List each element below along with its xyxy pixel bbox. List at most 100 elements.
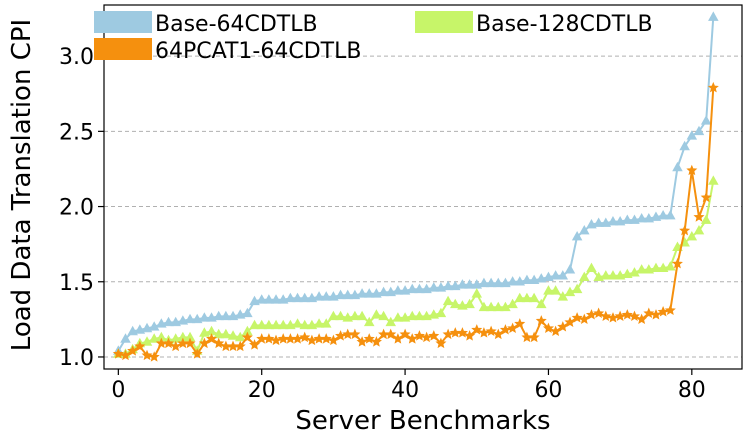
data-point [292,318,303,328]
data-point [492,328,504,340]
legend-label: Base-64CDTLB [155,12,318,37]
data-point [349,289,361,300]
data-point [521,292,533,303]
x-axis-label: Server Benchmarks [295,406,550,436]
data-point [421,331,433,343]
data-point [263,294,275,304]
data-point [213,337,225,349]
data-point [442,328,454,340]
data-point [349,328,361,340]
data-point [643,212,655,223]
data-point [636,264,647,274]
data-point [679,224,691,236]
data-point [586,218,597,229]
data-point [514,276,526,286]
data-point [643,307,655,319]
data-point [435,337,447,349]
data-point [499,324,511,335]
data-point [356,310,368,321]
data-point [600,310,612,322]
x-tick-label: 0 [111,378,125,403]
data-point [428,309,440,319]
data-point [277,319,289,330]
data-point [621,309,633,320]
y-tick-label: 2.5 [59,120,94,145]
data-point [428,330,440,341]
data-point [335,289,346,300]
data-point [299,292,310,303]
data-point [328,310,339,321]
data-point [586,262,597,273]
data-point [578,313,590,325]
legend-swatch [94,11,152,33]
data-point [593,307,605,319]
data-point [536,273,547,283]
data-point [363,333,375,344]
data-point [628,310,640,322]
data-point [120,349,132,361]
data-point [585,309,597,320]
data-point [399,285,411,295]
data-point [148,333,160,343]
data-point [471,288,483,298]
data-point [550,285,561,295]
data-point [328,291,339,301]
data-point [249,339,261,350]
data-point [299,319,310,330]
data-point [650,262,662,273]
data-point [528,274,540,285]
legend-swatch [415,11,473,33]
data-point [607,312,619,323]
y-tick-label: 1.5 [59,271,94,296]
data-point [428,282,440,292]
data-point [399,312,411,322]
data-point [242,307,253,318]
legend-label: 64PCAT1-64CDTLB [155,39,361,64]
data-point [564,316,576,328]
x-axis: 0 20 40 60 80 [111,369,706,403]
series-Base-64CDTLB [113,11,719,355]
data-point [392,312,404,322]
data-point [213,310,224,321]
data-point [320,333,332,344]
data-point [363,316,375,327]
data-point [241,331,253,343]
data-point [657,262,669,273]
data-point [134,324,146,334]
data-point [643,264,655,274]
data-point [435,282,447,292]
data-point [500,277,511,288]
data-point [127,345,139,356]
data-point [507,322,519,334]
grid-lines [104,55,742,358]
data-point [693,211,705,222]
data-point [600,217,612,227]
data-point [564,264,576,274]
data-point [600,270,612,280]
data-point [191,348,203,359]
data-point [220,328,232,339]
data-point [320,318,332,328]
data-point [234,309,246,319]
data-point [127,325,138,336]
data-point [184,337,196,349]
legend-item: Base-128CDTLB [415,11,653,37]
legend-item: Base-64CDTLB [94,11,318,37]
data-point [156,318,167,328]
data-point [457,279,468,289]
data-point [399,328,411,340]
data-point [708,11,719,21]
data-point [170,316,181,327]
data-point [313,291,325,301]
data-point [148,321,160,331]
data-point [571,312,583,323]
data-point [406,333,418,344]
data-point [593,271,604,282]
data-point [263,319,275,330]
data-point [514,292,526,303]
data-point [622,268,633,279]
data-point [478,277,490,288]
data-point [507,298,518,309]
data-point [657,209,669,220]
